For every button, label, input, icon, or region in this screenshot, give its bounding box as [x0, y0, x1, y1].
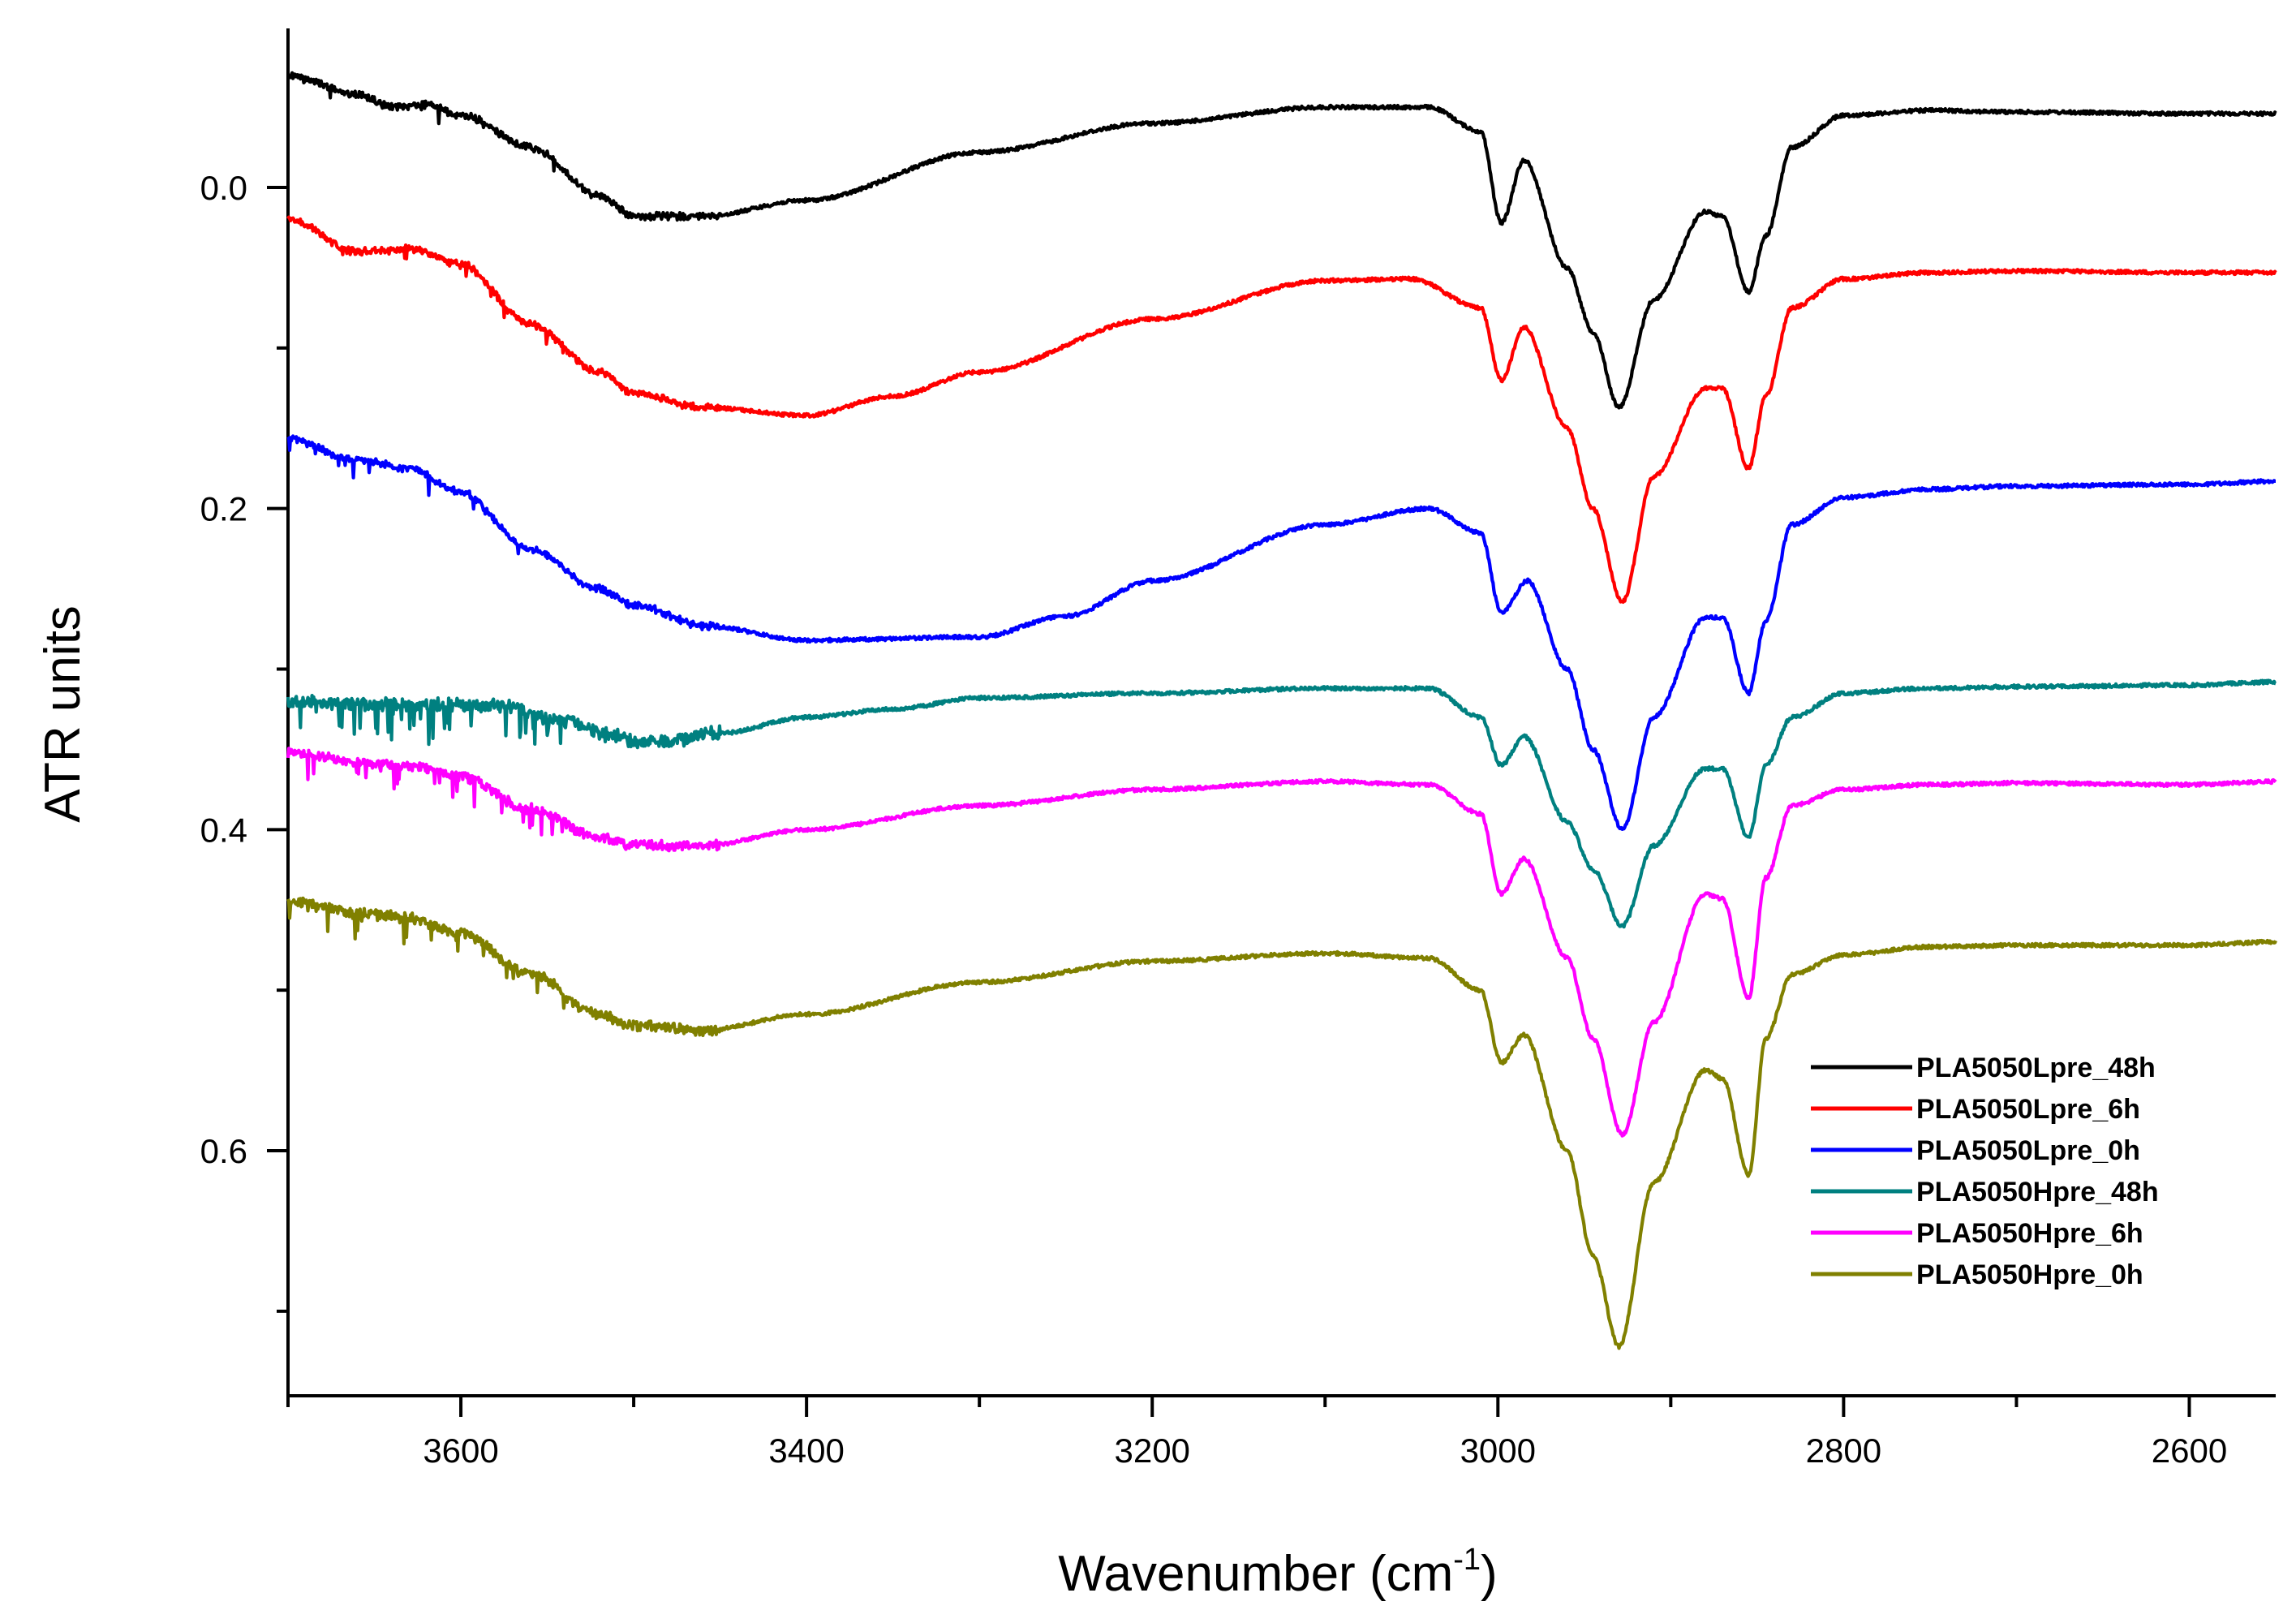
series-line-PLA5050Lpre_6h [286, 215, 2277, 605]
legend-label: PLA5050Hpre_48h [1916, 1177, 2159, 1208]
x-tick-label: 3000 [1460, 1431, 1536, 1470]
y-tick-label: 0.4 [200, 811, 247, 849]
x-tick-label: 3400 [768, 1431, 844, 1470]
y-tick-label: 0.0 [200, 169, 247, 207]
legend-label: PLA5050Lpre_6h [1916, 1094, 2140, 1125]
series-line-PLA5050Hpre_0h [286, 896, 2277, 1350]
y-tick-label: 0.6 [200, 1132, 247, 1170]
legend-label: PLA5050Lpre_48h [1916, 1053, 2156, 1083]
legend: PLA5050Lpre_48h PLA5050Lpre_6h PLA5050Lpre… [1811, 1053, 2159, 1290]
legend-item: PLA5050Hpre_48h [1811, 1177, 2159, 1208]
legend-label: PLA5050Hpre_0h [1916, 1259, 2143, 1290]
series-line-PLA5050Hpre_48h [286, 678, 2277, 929]
x-axis-unit-exponent: -1 [1453, 1543, 1481, 1577]
y-axis-ticks: 0.0 0.2 0.4 0.6 [200, 169, 288, 1313]
legend-item: PLA5050Lpre_0h [1811, 1135, 2140, 1166]
legend-item: PLA5050Lpre_6h [1811, 1094, 2140, 1125]
series-layer [286, 71, 2277, 1350]
plot-area: 3600 3400 3200 3000 2800 2600 0.0 0.2 0.4 0.6 [200, 28, 2277, 1470]
y-tick-label: 0.2 [200, 490, 247, 528]
y-axis-title: ATR units [35, 605, 91, 823]
legend-label: PLA5050Hpre_6h [1916, 1218, 2143, 1249]
x-axis-title-text: Wavenumber [1058, 1546, 1355, 1602]
x-tick-label: 3600 [423, 1431, 498, 1470]
x-axis-title: Wavenumber (cm-1) [1058, 1543, 1497, 1602]
legend-item: PLA5050Hpre_6h [1811, 1218, 2143, 1249]
series-line-PLA5050Lpre_48h [286, 71, 2277, 410]
series-line-PLA5050Hpre_6h [286, 747, 2277, 1138]
x-axis-unit-close: ) [1481, 1546, 1498, 1602]
legend-label: PLA5050Lpre_0h [1916, 1135, 2140, 1166]
x-tick-label: 2800 [1806, 1431, 1881, 1470]
legend-item: PLA5050Lpre_48h [1811, 1053, 2156, 1083]
x-tick-label: 3200 [1114, 1431, 1189, 1470]
series-line-PLA5050Lpre_0h [286, 434, 2277, 831]
x-axis-ticks: 3600 3400 3200 3000 2800 2600 [286, 1396, 2227, 1470]
x-tick-label: 2600 [2152, 1431, 2227, 1470]
legend-item: PLA5050Hpre_0h [1811, 1259, 2143, 1290]
x-axis-unit: (cm [1369, 1546, 1453, 1602]
